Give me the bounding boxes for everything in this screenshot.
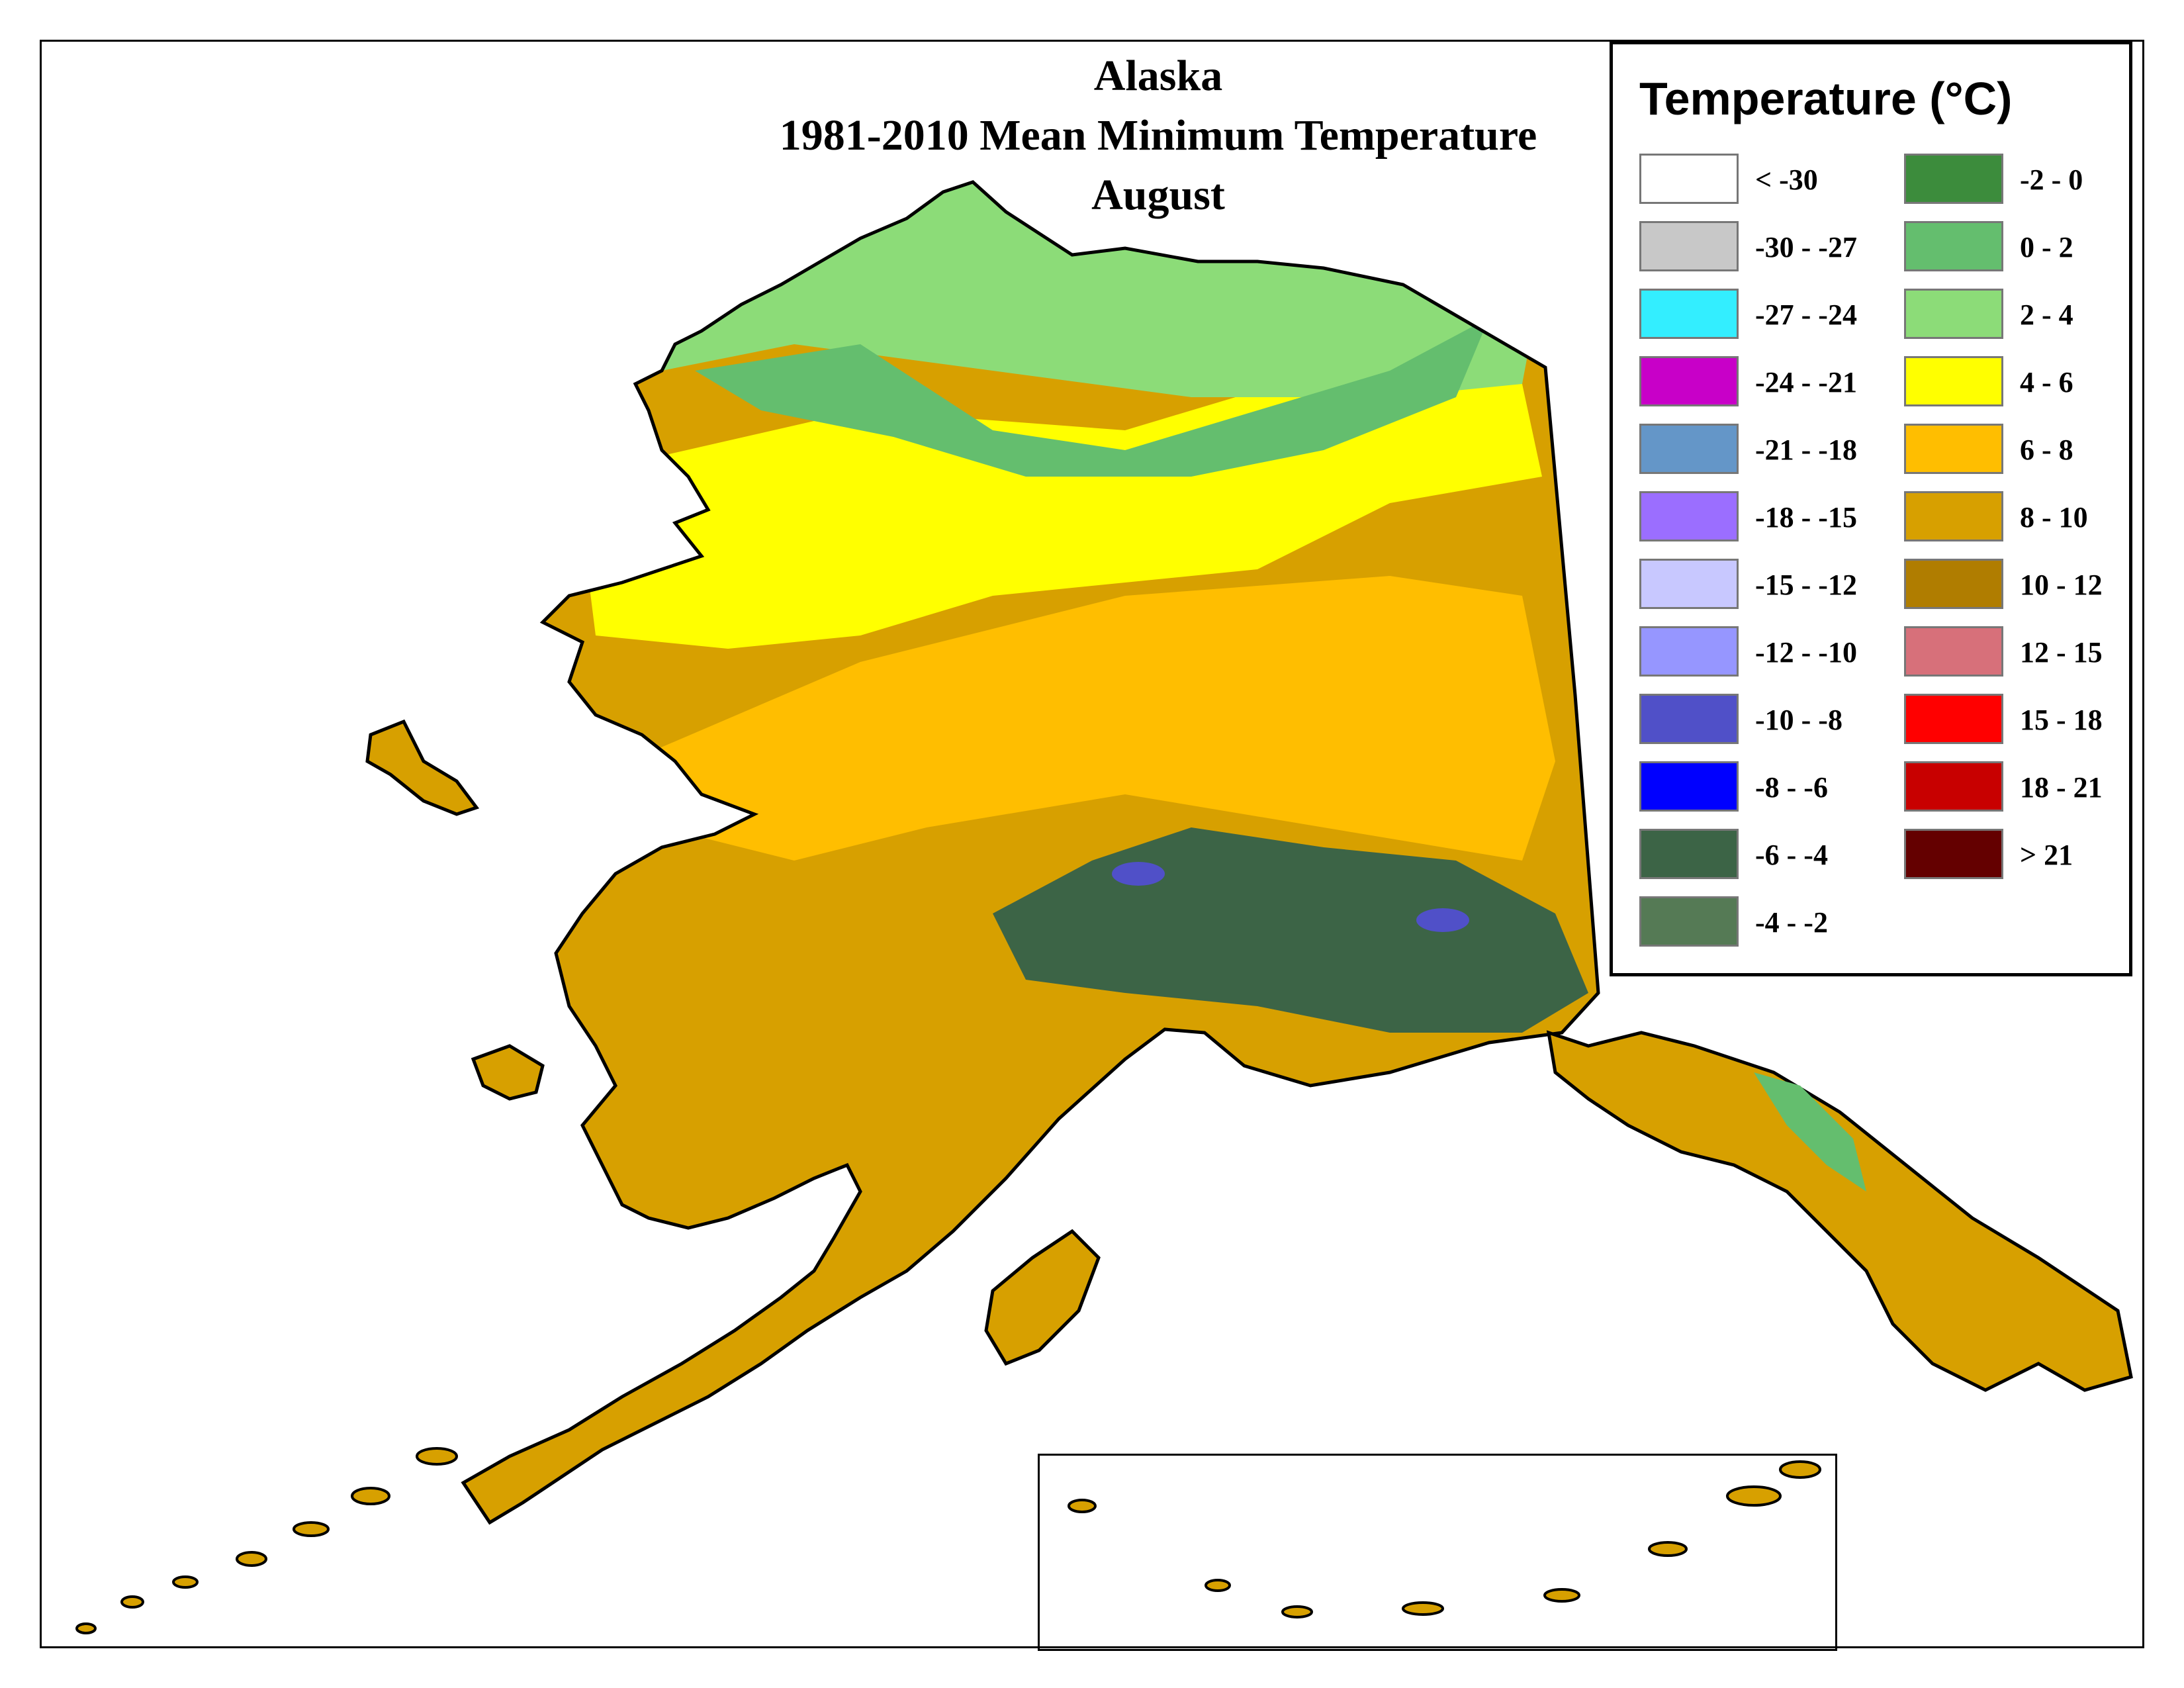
legend-swatch (1904, 154, 2003, 204)
legend-label: 12 - 15 (2020, 636, 2103, 669)
legend-label: -2 - 0 (2020, 164, 2083, 196)
panhandle-mountains (1754, 1072, 1866, 1192)
legend-item: 8 - 10 (1904, 491, 2142, 544)
legend-title: Temperature (°C) (1639, 73, 2013, 124)
legend-swatch (1639, 829, 1739, 879)
legend-item: -2 - 0 (1904, 154, 2142, 207)
legend-label: 6 - 8 (2020, 434, 2073, 466)
legend-label: 8 - 10 (2020, 501, 2088, 534)
legend-label: -30 - -27 (1755, 231, 1857, 263)
legend-swatch (1639, 694, 1739, 744)
legend-swatch (1639, 626, 1739, 677)
legend-swatch (1904, 221, 2003, 271)
kodiak-island (984, 1229, 1101, 1366)
legend-swatch (1904, 356, 2003, 406)
legend-item: 0 - 2 (1904, 221, 2142, 274)
nunivak-island (471, 1044, 545, 1101)
legend-label: -4 - -2 (1755, 906, 1828, 939)
legend-item: 2 - 4 (1904, 289, 2142, 342)
legend-item: -21 - -18 (1639, 424, 1878, 477)
legend-item: > 21 (1904, 829, 2142, 882)
legend-swatch (1639, 559, 1739, 609)
legend-item: -27 - -24 (1639, 289, 1878, 342)
legend-swatch (1904, 761, 2003, 812)
peak-denali (1112, 862, 1165, 886)
legend-swatch (1904, 559, 2003, 609)
legend-swatch (1639, 154, 1739, 204)
southeast-panhandle (1546, 1030, 2133, 1392)
legend-label: -27 - -24 (1755, 299, 1857, 331)
map-title-month: August (1091, 171, 1225, 219)
inset-islands (1068, 1460, 1821, 1618)
brooks-range-fill (695, 318, 1489, 477)
legend-label: > 21 (2020, 839, 2073, 871)
interior-fill (629, 576, 1555, 861)
legend-swatch (1639, 356, 1739, 406)
legend-item: < -30 (1639, 154, 1878, 207)
legend-label: -18 - -15 (1755, 501, 1857, 534)
legend-item: -15 - -12 (1639, 559, 1878, 612)
legend-swatch (1639, 424, 1739, 474)
legend-label: 10 - 12 (2020, 569, 2103, 601)
legend-item: 18 - 21 (1904, 761, 2142, 814)
legend-label: -10 - -8 (1755, 704, 1843, 736)
mainland-coastline (461, 180, 1600, 1525)
legend-swatch (1639, 289, 1739, 339)
legend-swatch (1639, 896, 1739, 947)
legend-label: -15 - -12 (1755, 569, 1857, 601)
legend-swatch (1904, 424, 2003, 474)
legend-label: 18 - 21 (2020, 771, 2103, 804)
legend-label: < -30 (1755, 164, 1818, 196)
legend-item: 15 - 18 (1904, 694, 2142, 747)
legend-item: -8 - -6 (1639, 761, 1878, 814)
aleutian-islands (75, 1447, 458, 1634)
legend-swatch (1639, 221, 1739, 271)
map-title-region: Alaska (1093, 52, 1223, 100)
legend-item: -6 - -4 (1639, 829, 1878, 882)
legend-label: -6 - -4 (1755, 839, 1828, 871)
legend-swatch (1639, 761, 1739, 812)
temperature-legend: Temperature (°C) < -30 -30 - -27 -27 - -24… (1610, 41, 2132, 976)
legend-label: 2 - 4 (2020, 299, 2073, 331)
legend-label: 4 - 6 (2020, 366, 2073, 399)
legend-swatch (1904, 289, 2003, 339)
st-lawrence-island (365, 719, 480, 816)
legend-item: -24 - -21 (1639, 356, 1878, 409)
legend-label: 0 - 2 (2020, 231, 2073, 263)
legend-label: -8 - -6 (1755, 771, 1828, 804)
legend-item: 4 - 6 (1904, 356, 2142, 409)
legend-swatch (1904, 626, 2003, 677)
legend-item: 10 - 12 (1904, 559, 2142, 612)
legend-item: -4 - -2 (1639, 896, 1878, 949)
legend-label: 15 - 18 (2020, 704, 2103, 736)
legend-label: -12 - -10 (1755, 636, 1857, 669)
legend-swatch (1904, 491, 2003, 541)
legend-label: -21 - -18 (1755, 434, 1857, 466)
legend-item: -10 - -8 (1639, 694, 1878, 747)
legend-swatch (1639, 491, 1739, 541)
peak-wrangell (1416, 908, 1469, 932)
map-title-main: 1981-2010 Mean Minimum Temperature (779, 111, 1537, 160)
legend-item: 6 - 8 (1904, 424, 2142, 477)
legend-item: -18 - -15 (1639, 491, 1878, 544)
legend-label: -24 - -21 (1755, 366, 1857, 399)
legend-item: 12 - 15 (1904, 626, 2142, 679)
legend-swatch (1904, 829, 2003, 879)
legend-swatch (1904, 694, 2003, 744)
legend-item: -12 - -10 (1639, 626, 1878, 679)
aleutian-inset-frame (1038, 1454, 1837, 1651)
legend-item: -30 - -27 (1639, 221, 1878, 274)
